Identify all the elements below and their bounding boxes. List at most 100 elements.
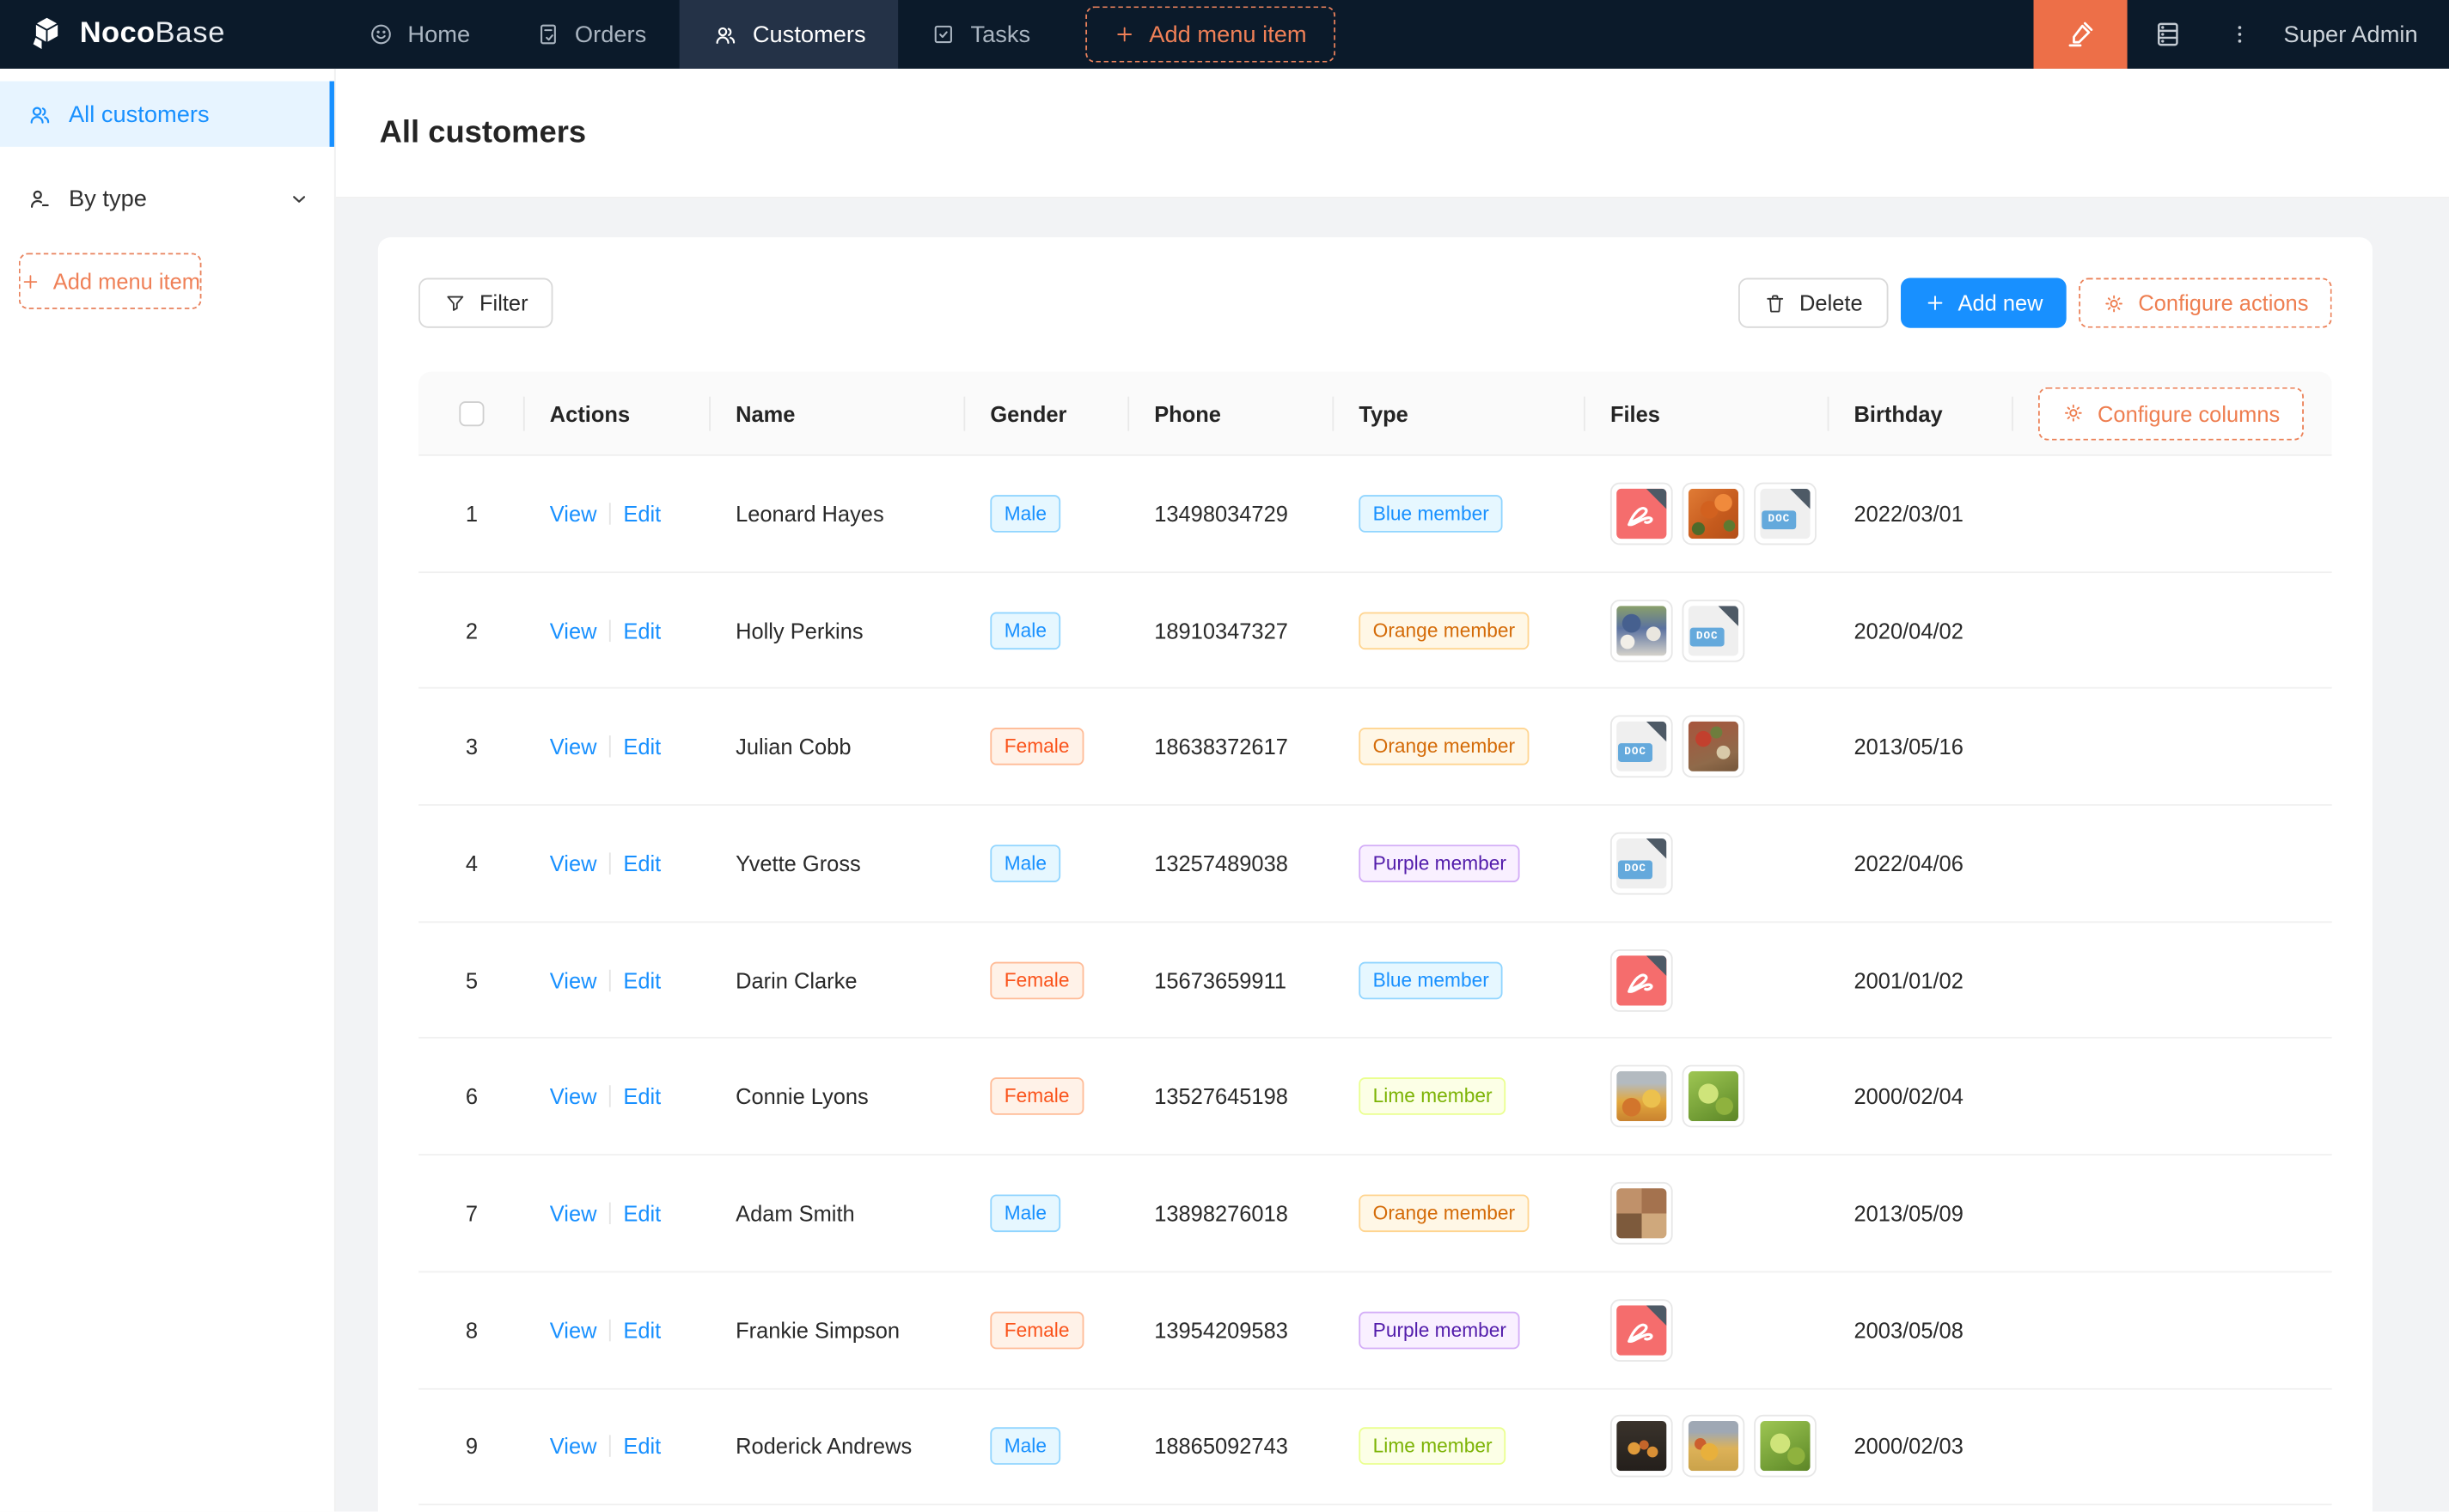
edit-link[interactable]: Edit <box>623 1083 662 1110</box>
table-row: 9 View Edit Roderick Andrews Male 188650… <box>418 1389 2332 1506</box>
pdf-file-icon[interactable] <box>1609 948 1673 1012</box>
row-number: 2 <box>465 617 478 643</box>
actions-divider <box>609 1202 611 1224</box>
nav-item-customers[interactable]: Customers <box>679 0 899 69</box>
actions-divider <box>609 1436 611 1458</box>
phone-value: 13954209583 <box>1154 1317 1288 1343</box>
doc-file-icon[interactable]: DOC <box>1609 832 1673 895</box>
image-attachment-thumbnail[interactable] <box>1682 1415 1745 1478</box>
doc-file-icon[interactable]: DOC <box>1682 599 1745 662</box>
edit-link[interactable]: Edit <box>623 734 662 759</box>
sidebar-item-all-customers[interactable]: All customers <box>0 81 334 147</box>
configure-actions-button[interactable]: Configure actions <box>2079 277 2332 328</box>
edit-link[interactable]: Edit <box>623 617 662 643</box>
image-attachment-thumbnail[interactable] <box>1754 1415 1817 1478</box>
table-row: 7 View Edit Adam Smith Male 13898276018 <box>418 1155 2332 1273</box>
files-cell <box>1585 1415 1829 1478</box>
column-header-actions: Actions <box>525 372 711 454</box>
sidebar-item-label: By type <box>68 185 147 212</box>
gender-tag: Male <box>990 611 1061 649</box>
type-tag: Lime member <box>1359 1077 1506 1116</box>
view-link[interactable]: View <box>549 1083 597 1110</box>
more-options-button[interactable] <box>2208 0 2271 69</box>
files-cell: DOC <box>1585 599 1829 662</box>
gender-tag: Male <box>990 1427 1061 1466</box>
nocobase-logo[interactable]: NocoBase <box>0 0 336 69</box>
collections-manager-button[interactable] <box>2128 0 2209 69</box>
birthday-value: 2013/05/16 <box>1854 734 1963 759</box>
edit-link[interactable]: Edit <box>623 1317 662 1343</box>
current-user-menu[interactable]: Super Admin <box>2271 0 2449 69</box>
navbar-right-group: Super Admin <box>2033 0 2449 69</box>
sidebar-item-by-type[interactable]: By type <box>0 166 334 231</box>
add-menu-item-button-navbar[interactable]: Add menu item <box>1084 6 1335 63</box>
ui-editor-button[interactable] <box>2033 0 2128 69</box>
configure-columns-button[interactable]: Configure columns <box>2037 386 2304 440</box>
add-menu-item-button-sidebar[interactable]: Add menu item <box>18 253 202 309</box>
type-tag: Lime member <box>1359 1427 1506 1466</box>
type-cell: Orange member <box>1334 1194 1585 1233</box>
image-attachment-thumbnail[interactable] <box>1682 1065 1745 1128</box>
edit-link[interactable]: Edit <box>623 1200 662 1226</box>
type-cell: Purple member <box>1334 1311 1585 1349</box>
type-cell: Orange member <box>1334 728 1585 766</box>
pdf-file-icon[interactable] <box>1609 482 1673 546</box>
select-all-checkbox[interactable] <box>459 400 485 426</box>
tasks-check-square-icon <box>931 21 956 46</box>
image-attachment-thumbnail[interactable] <box>1609 1415 1673 1478</box>
nav-item-orders[interactable]: Orders <box>503 0 679 69</box>
nav-item-tasks[interactable]: Tasks <box>899 0 1063 69</box>
doc-file-icon[interactable]: DOC <box>1754 482 1817 546</box>
filter-button[interactable]: Filter <box>418 277 553 328</box>
image-attachment-thumbnail[interactable] <box>1609 1181 1673 1245</box>
phone-value: 18638372617 <box>1154 734 1288 759</box>
gender-cell: Male <box>965 844 1129 882</box>
add-menu-item-label: Add menu item <box>52 268 200 294</box>
nav-item-home[interactable]: Home <box>336 0 504 69</box>
nav-item-label: Home <box>407 21 471 48</box>
image-attachment-thumbnail[interactable] <box>1609 599 1673 662</box>
type-tag: Purple member <box>1359 844 1521 882</box>
view-link[interactable]: View <box>549 617 597 643</box>
highlighter-pen-icon <box>2065 19 2096 50</box>
files-cell: DOC <box>1585 715 1829 778</box>
table-body: 1 View Edit Leonard Hayes Male 134980347… <box>418 456 2332 1506</box>
phone-value: 15673659911 <box>1154 967 1286 993</box>
files-cell: DOC <box>1585 832 1829 895</box>
image-attachment-thumbnail[interactable] <box>1682 715 1745 778</box>
files-cell <box>1585 1298 1829 1362</box>
gender-tag: Male <box>990 494 1061 533</box>
doc-file-icon[interactable]: DOC <box>1609 715 1673 778</box>
phone-value: 13257489038 <box>1154 850 1288 876</box>
view-link[interactable]: View <box>549 1434 597 1460</box>
view-link[interactable]: View <box>549 734 597 759</box>
edit-link[interactable]: Edit <box>623 850 662 876</box>
type-tag: Orange member <box>1359 1194 1530 1233</box>
view-link[interactable]: View <box>549 1317 597 1343</box>
edit-link[interactable]: Edit <box>623 501 662 527</box>
pdf-file-icon[interactable] <box>1609 1298 1673 1362</box>
plus-icon <box>1923 292 1945 314</box>
delete-button[interactable]: Delete <box>1738 277 1888 328</box>
add-menu-item-label: Add menu item <box>1149 21 1307 48</box>
edit-link[interactable]: Edit <box>623 1434 662 1460</box>
row-actions-cell: View Edit <box>525 967 711 992</box>
logo-text-bold: Noco <box>79 16 156 51</box>
gender-cell: Male <box>965 494 1129 533</box>
edit-link[interactable]: Edit <box>623 967 662 993</box>
phone-value: 13498034729 <box>1154 501 1288 527</box>
row-actions-cell: View Edit <box>525 1084 711 1109</box>
view-link[interactable]: View <box>549 1200 597 1226</box>
type-cell: Purple member <box>1334 844 1585 882</box>
person-dash-icon <box>27 185 53 211</box>
add-new-button[interactable]: Add new <box>1900 277 2067 328</box>
view-link[interactable]: View <box>549 501 597 527</box>
view-link[interactable]: View <box>549 850 597 876</box>
row-actions-cell: View Edit <box>525 850 711 875</box>
view-link[interactable]: View <box>549 967 597 993</box>
gender-cell: Male <box>965 1427 1129 1466</box>
page-header: All customers <box>335 68 2449 198</box>
image-attachment-thumbnail[interactable] <box>1682 482 1745 546</box>
phone-value: 18910347327 <box>1154 617 1288 643</box>
image-attachment-thumbnail[interactable] <box>1609 1065 1673 1128</box>
